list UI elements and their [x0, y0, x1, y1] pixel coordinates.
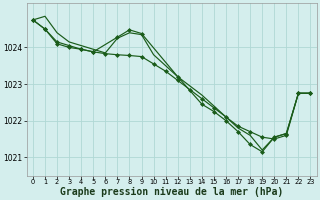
X-axis label: Graphe pression niveau de la mer (hPa): Graphe pression niveau de la mer (hPa) [60, 186, 283, 197]
